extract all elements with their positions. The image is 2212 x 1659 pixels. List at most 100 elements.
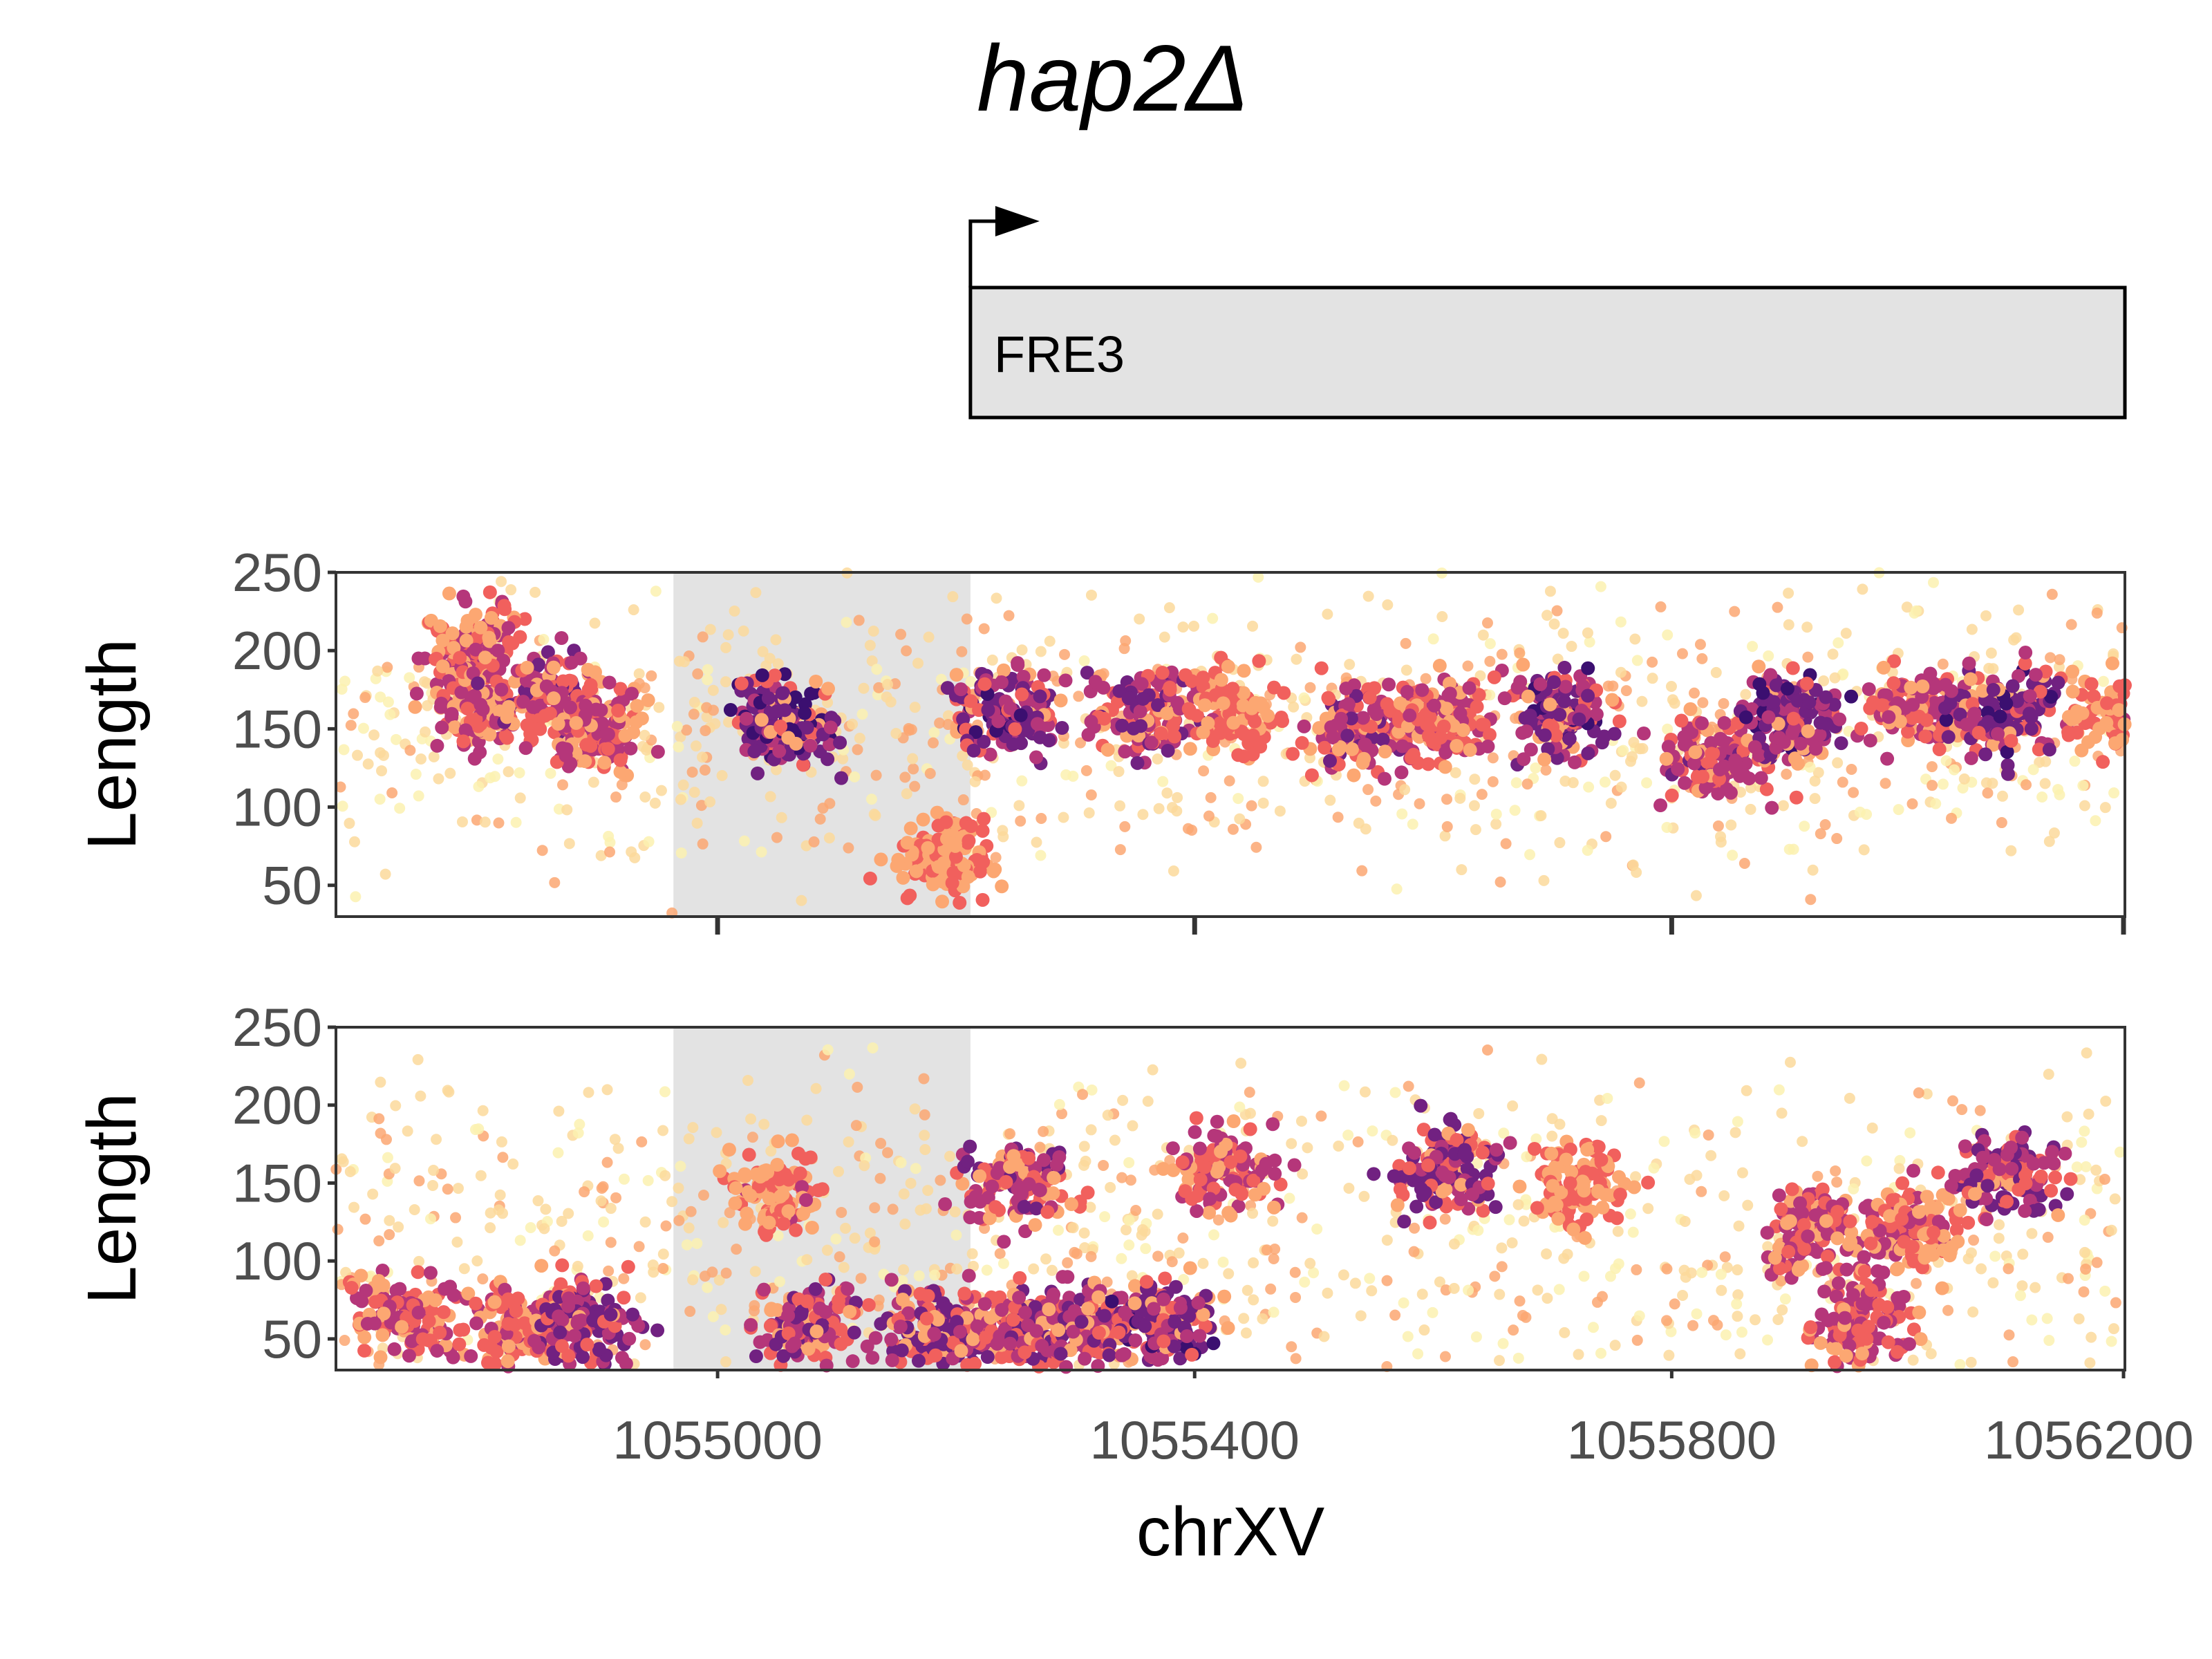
read-point [1799, 676, 1814, 691]
read-point [990, 1166, 1004, 1181]
read-point [1448, 1282, 1460, 1294]
read-point [368, 729, 380, 741]
read-point [1127, 1120, 1138, 1132]
read-point [588, 776, 599, 788]
read-point [458, 723, 473, 738]
read-point [919, 1311, 934, 1326]
read-point [1315, 1110, 1327, 1122]
read-point [853, 615, 865, 626]
read-point [1848, 787, 1859, 798]
read-point [2042, 1231, 2054, 1243]
read-point [1028, 1300, 1042, 1314]
read-point [598, 1216, 610, 1228]
read-point [1541, 742, 1555, 756]
read-point [1629, 633, 1641, 645]
read-point [1416, 1288, 1428, 1300]
read-point [956, 712, 971, 727]
read-point [1541, 610, 1553, 621]
read-point [1991, 727, 2005, 741]
read-point [1530, 1133, 1542, 1145]
read-point [377, 1306, 391, 1321]
read-point [863, 871, 877, 885]
read-point [618, 729, 632, 743]
read-point [953, 1324, 967, 1339]
read-point [1854, 721, 1868, 735]
read-point [718, 1217, 729, 1228]
read-point [1018, 1224, 1033, 1239]
read-point [1790, 693, 1805, 708]
read-point [1982, 787, 1994, 799]
read-point [390, 1100, 402, 1112]
read-point [1658, 1136, 1670, 1147]
gene-label: FRE3 [994, 326, 1125, 383]
read-point [1161, 743, 1175, 758]
read-point [1714, 733, 1729, 747]
read-point [686, 766, 698, 778]
read-point [1343, 1182, 1355, 1194]
read-point [968, 725, 983, 740]
y-tick-label: 100 [232, 777, 322, 838]
read-point [1080, 666, 1094, 680]
read-point [525, 1222, 536, 1234]
read-point [1227, 823, 1239, 835]
read-point [977, 735, 991, 749]
read-point [1553, 707, 1567, 722]
read-point [595, 850, 607, 861]
read-point [2097, 675, 2109, 687]
read-point [594, 703, 608, 718]
read-point [884, 1332, 899, 1347]
read-point [1750, 1314, 1761, 1326]
read-point [1377, 771, 1391, 786]
read-point [1600, 831, 1612, 843]
read-point [804, 686, 818, 701]
read-point [865, 1351, 880, 1365]
read-point [563, 838, 575, 850]
read-point [905, 847, 919, 862]
read-point [1736, 768, 1751, 782]
read-point [1477, 629, 1489, 641]
read-point [1661, 1315, 1673, 1327]
read-point [332, 1224, 344, 1235]
read-point [1450, 767, 1461, 778]
read-point [354, 1268, 368, 1283]
read-point [507, 1158, 519, 1170]
read-point [1910, 605, 1922, 617]
read-point [1207, 612, 1219, 624]
read-point [1003, 1160, 1018, 1174]
read-point [1517, 752, 1531, 767]
read-point [814, 813, 826, 825]
read-point [556, 674, 570, 688]
read-point [954, 682, 968, 697]
read-point [1930, 798, 1942, 809]
read-point [690, 740, 702, 752]
read-point [1703, 1129, 1714, 1141]
read-point [1013, 1271, 1027, 1285]
read-point [516, 695, 531, 709]
read-point [357, 1343, 372, 1358]
read-point [901, 1306, 916, 1320]
read-point [1742, 1199, 1754, 1211]
read-point [1376, 732, 1390, 747]
read-point [834, 1337, 848, 1351]
read-point [1566, 641, 1577, 653]
read-point [1510, 680, 1525, 695]
read-point [1078, 655, 1090, 667]
read-point [764, 1302, 778, 1316]
read-point [395, 1320, 409, 1334]
read-point [956, 646, 968, 657]
read-point [1496, 1261, 1508, 1273]
read-point [1976, 684, 1990, 698]
read-point [756, 846, 767, 858]
read-point [1550, 751, 1564, 765]
read-point [433, 619, 447, 633]
read-point [552, 1309, 566, 1324]
read-point [1691, 1170, 1703, 1181]
read-point [1198, 765, 1210, 777]
read-point [471, 814, 482, 826]
read-point [1352, 1136, 1364, 1147]
read-point [564, 655, 579, 670]
read-point [501, 621, 516, 635]
read-point [995, 879, 1009, 894]
read-point [442, 1085, 453, 1096]
